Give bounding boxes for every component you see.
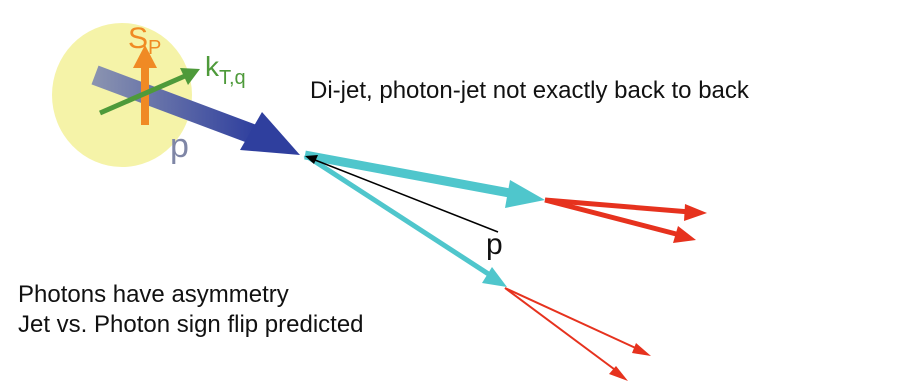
jet-p-label: p bbox=[486, 228, 503, 261]
fragments-lower bbox=[505, 288, 651, 381]
dijet-note: Di-jet, photon-jet not exactly back to b… bbox=[310, 77, 750, 104]
kt-main: k bbox=[205, 51, 220, 82]
spin-sub: P bbox=[148, 37, 161, 59]
fragments-upper bbox=[545, 200, 707, 243]
kt-sub: T,q bbox=[219, 67, 246, 89]
diagram: SP kT,q p Di-jet, photon-jet not exactly… bbox=[0, 0, 916, 384]
spin-label: SP bbox=[128, 22, 161, 59]
note-line: Photons have asymmetry bbox=[18, 281, 289, 308]
jet-upper bbox=[305, 155, 545, 208]
kt-label: kT,q bbox=[205, 51, 246, 89]
proton-label: p bbox=[170, 127, 189, 165]
spin-main: S bbox=[128, 22, 148, 55]
note-line: Jet vs. Photon sign flip predicted bbox=[18, 311, 364, 338]
